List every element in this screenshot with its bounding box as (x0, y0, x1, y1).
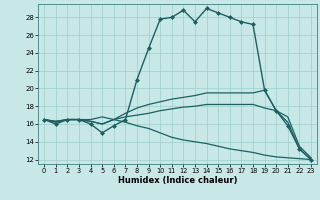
X-axis label: Humidex (Indice chaleur): Humidex (Indice chaleur) (118, 176, 237, 185)
